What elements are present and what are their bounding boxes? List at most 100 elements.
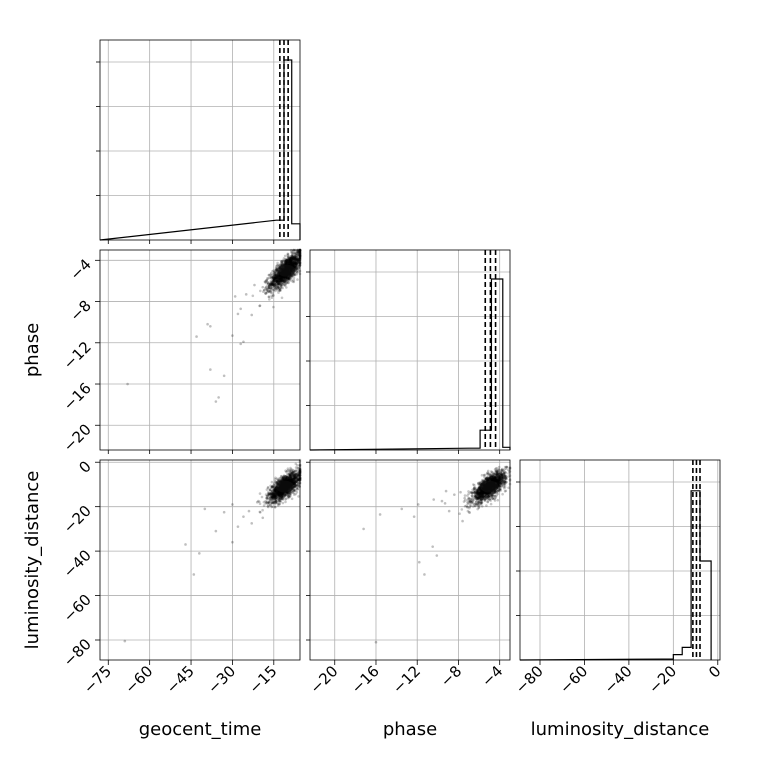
scatter-point bbox=[296, 264, 300, 268]
scatter-point bbox=[279, 275, 282, 279]
scatter-outlier bbox=[231, 503, 234, 506]
scatter-point bbox=[274, 496, 277, 500]
scatter-point bbox=[288, 475, 291, 479]
scatter-point bbox=[264, 280, 268, 283]
scatter-point bbox=[469, 498, 472, 501]
scatter-point bbox=[267, 286, 271, 290]
scatter-point bbox=[295, 270, 298, 273]
scatter-point bbox=[296, 250, 300, 254]
scatter-point bbox=[289, 257, 292, 261]
scatter-outlier bbox=[412, 515, 416, 518]
scatter-point bbox=[282, 475, 286, 479]
scatter-distance-vs-geocent-time bbox=[123, 458, 302, 643]
scatter-point bbox=[273, 289, 277, 293]
scatter-point bbox=[284, 261, 288, 264]
scatter-point bbox=[288, 479, 292, 482]
scatter-point bbox=[273, 486, 276, 490]
scatter-point bbox=[277, 282, 280, 286]
scatter-point bbox=[297, 250, 300, 254]
scatter-point bbox=[272, 277, 276, 280]
scatter-point bbox=[295, 479, 298, 483]
scatter-point bbox=[276, 274, 279, 277]
scatter-point bbox=[269, 284, 273, 287]
scatter-point bbox=[284, 477, 288, 481]
scatter-point bbox=[496, 469, 500, 472]
scatter-point bbox=[290, 497, 294, 501]
scatter-point bbox=[269, 495, 273, 498]
scatter-point bbox=[269, 276, 273, 279]
scatter-point bbox=[272, 273, 275, 276]
scatter-point bbox=[270, 499, 274, 502]
scatter-point bbox=[290, 251, 294, 255]
scatter-point bbox=[291, 260, 294, 264]
scatter-point bbox=[495, 472, 499, 476]
scatter-point bbox=[500, 476, 504, 480]
scatter-point bbox=[279, 492, 283, 496]
scatter-point bbox=[293, 476, 296, 480]
scatter-point bbox=[292, 480, 296, 483]
scatter-point bbox=[275, 279, 279, 283]
scatter-point bbox=[276, 275, 280, 278]
scatter-point bbox=[277, 276, 281, 279]
x-tick-label: −20 bbox=[645, 662, 680, 697]
scatter-point bbox=[277, 282, 281, 286]
scatter-point bbox=[503, 485, 507, 489]
scatter-point bbox=[269, 493, 273, 496]
scatter-point bbox=[497, 472, 500, 475]
scatter-outlier bbox=[447, 509, 451, 513]
scatter-point bbox=[293, 264, 297, 268]
scatter-point bbox=[272, 493, 276, 497]
scatter-point bbox=[268, 286, 271, 290]
scatter-point bbox=[277, 264, 281, 267]
scatter-point bbox=[290, 469, 293, 473]
scatter-point bbox=[278, 499, 282, 503]
scatter-point bbox=[480, 492, 484, 496]
scatter-point bbox=[273, 277, 277, 281]
scatter-point bbox=[498, 482, 502, 485]
scatter-point bbox=[493, 499, 497, 502]
scatter-point bbox=[274, 276, 277, 280]
scatter-point bbox=[277, 284, 280, 287]
scatter-point bbox=[290, 258, 294, 262]
scatter-point bbox=[281, 278, 284, 281]
scatter-point bbox=[281, 477, 285, 481]
scatter-point bbox=[496, 470, 500, 473]
scatter-outlier bbox=[459, 490, 462, 494]
scatter-point bbox=[278, 476, 281, 480]
scatter-point bbox=[251, 294, 255, 298]
x-tick-label: −20 bbox=[306, 662, 341, 697]
scatter-point bbox=[274, 279, 278, 283]
scatter-point bbox=[296, 258, 300, 261]
scatter-outlier bbox=[239, 342, 242, 346]
scatter-point bbox=[273, 495, 276, 498]
scatter-point bbox=[490, 477, 494, 480]
scatter-point bbox=[280, 278, 284, 281]
scatter-point bbox=[277, 491, 281, 494]
scatter-point bbox=[270, 296, 274, 300]
scatter-point bbox=[291, 476, 295, 480]
scatter-point bbox=[284, 477, 288, 480]
scatter-point bbox=[296, 487, 299, 491]
scatter-point bbox=[282, 278, 285, 281]
scatter-point bbox=[290, 254, 294, 257]
scatter-point bbox=[291, 480, 295, 484]
scatter-point bbox=[276, 480, 279, 484]
scatter-point bbox=[294, 262, 298, 265]
scatter-outlier bbox=[236, 312, 240, 316]
scatter-point bbox=[494, 474, 498, 478]
scatter-point bbox=[276, 286, 280, 289]
scatter-point bbox=[492, 475, 496, 478]
scatter-point bbox=[283, 276, 286, 279]
scatter-point bbox=[286, 277, 290, 281]
scatter-point bbox=[274, 271, 277, 274]
scatter-point bbox=[270, 496, 273, 500]
scatter-point bbox=[289, 262, 292, 265]
scatter-point bbox=[273, 276, 277, 280]
scatter-point bbox=[274, 285, 278, 288]
scatter-point bbox=[276, 497, 280, 501]
scatter-point bbox=[286, 261, 290, 265]
scatter-point bbox=[281, 260, 284, 264]
scatter-point bbox=[293, 256, 296, 260]
scatter-point bbox=[292, 470, 295, 474]
scatter-point bbox=[269, 493, 273, 496]
